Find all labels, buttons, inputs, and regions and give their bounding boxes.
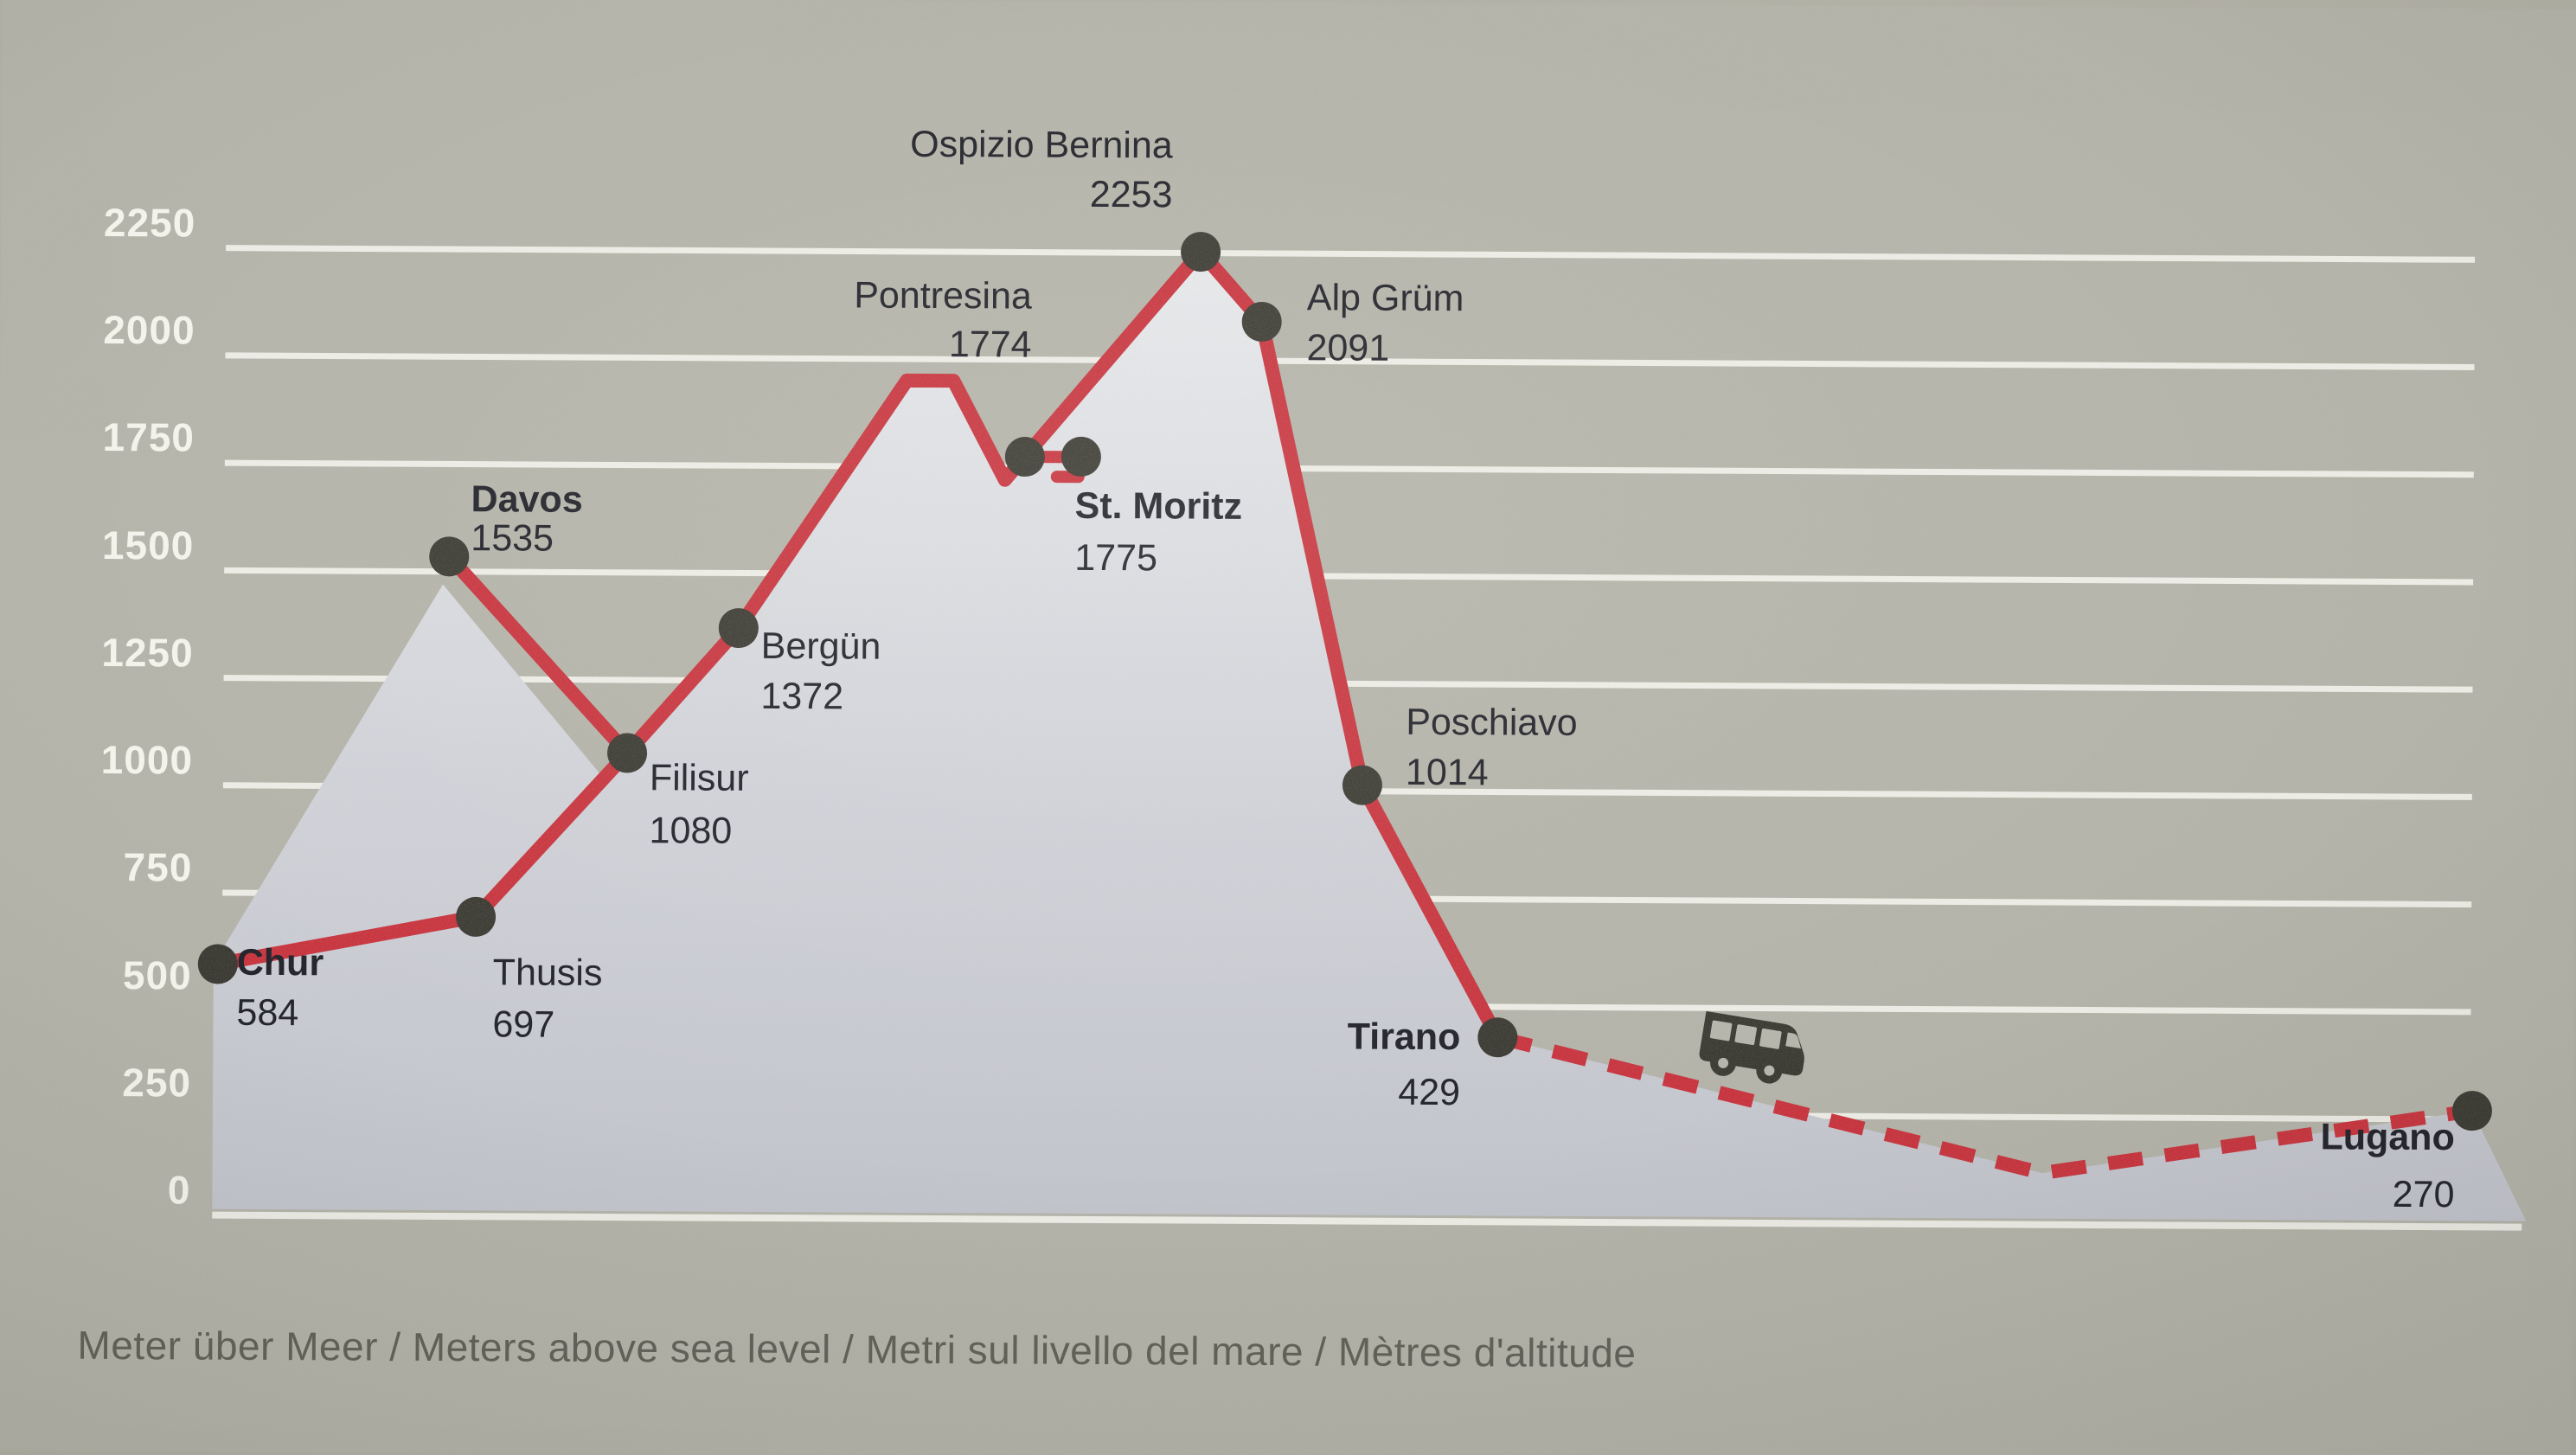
station-label-ospizio-bernina: Ospizio Bernina — [910, 123, 1173, 167]
station-elevation-pontresina: 1774 — [948, 324, 1032, 366]
station-label-chur: Chur — [236, 941, 324, 984]
station-elevation-thusis: 697 — [492, 1003, 555, 1046]
axis-caption: Meter über Meer / Meters above sea level… — [77, 1322, 1637, 1376]
station-elevation-st-moritz: 1775 — [1074, 536, 1158, 580]
station-label-alp-gr-m: Alp Grüm — [1306, 277, 1464, 320]
station-elevation-poschiavo: 1014 — [1405, 751, 1489, 794]
station-label-poschiavo: Poschiavo — [1406, 701, 1578, 744]
station-label-tirano: Tirano — [1347, 1016, 1461, 1059]
station-label-pontresina: Pontresina — [854, 274, 1032, 317]
station-label-lugano: Lugano — [2320, 1116, 2455, 1159]
station-elevation-filisur: 1080 — [649, 810, 733, 852]
station-label-thusis: Thusis — [492, 952, 603, 994]
station-label-berg-n: Bergün — [760, 625, 881, 668]
station-elevation-ospizio-bernina: 2253 — [1089, 173, 1173, 216]
station-label-davos: Davos — [471, 478, 583, 521]
station-elevation-berg-n: 1372 — [760, 675, 844, 718]
station-label-filisur: Filisur — [649, 757, 749, 799]
station-elevation-chur: 584 — [236, 991, 299, 1035]
station-elevation-tirano: 429 — [1398, 1071, 1461, 1114]
station-label-st-moritz: St. Moritz — [1074, 484, 1243, 528]
station-elevation-alp-gr-m: 2091 — [1306, 327, 1390, 369]
station-elevation-lugano: 270 — [2392, 1173, 2455, 1216]
station-elevation-davos: 1535 — [471, 517, 554, 560]
